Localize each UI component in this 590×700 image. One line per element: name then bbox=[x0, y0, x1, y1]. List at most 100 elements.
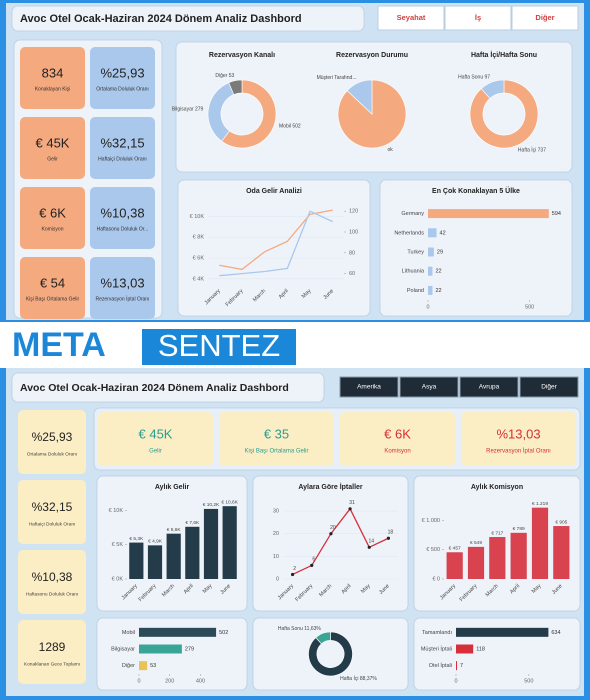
y-tick-label: € 500 bbox=[426, 547, 440, 553]
logo-badge-text: SENTEZ bbox=[158, 328, 280, 363]
slice-label: Hafta İçi 737 bbox=[518, 147, 546, 154]
x-tick-label: May bbox=[360, 583, 372, 595]
slice-category: Hafta Sonu bbox=[458, 75, 483, 81]
x-tick-label: 0 bbox=[426, 304, 429, 310]
data-label: 18 bbox=[388, 530, 394, 536]
kpi-label: Haftasonu Doluluk Or... bbox=[97, 226, 149, 232]
bar bbox=[456, 661, 458, 671]
pie-slice bbox=[480, 79, 505, 99]
y-tick-label: € 8K bbox=[193, 235, 205, 241]
slice-label: Diğer 53 bbox=[215, 73, 234, 79]
filter-label: Seyahat bbox=[397, 13, 426, 22]
kpi-value: %10,38 bbox=[32, 570, 73, 584]
data-label: 634 bbox=[551, 630, 560, 636]
filter-button[interactable] bbox=[459, 376, 519, 398]
kpi-label: Haftasonu Doluluk Oranı bbox=[26, 591, 79, 597]
data-label: € 717 bbox=[491, 530, 503, 536]
kpi-card bbox=[90, 257, 155, 319]
kpi-label: Ortalama Doluluk Oranı bbox=[96, 86, 149, 92]
line-series bbox=[292, 507, 389, 576]
bar bbox=[147, 545, 163, 579]
kpi-label: Kişi Başı Ortalama Gelir bbox=[244, 449, 308, 455]
kpi-card bbox=[20, 117, 85, 179]
slice-category: ok bbox=[387, 147, 393, 153]
filter-button[interactable] bbox=[339, 376, 399, 398]
filter-label: Diğer bbox=[541, 384, 557, 391]
filter-button[interactable] bbox=[444, 5, 512, 31]
y2-tick-label: 60 bbox=[349, 271, 355, 277]
panel bbox=[11, 5, 365, 32]
line-marker bbox=[310, 563, 314, 568]
y2-tick-label: 100 bbox=[349, 229, 358, 235]
slice-value: 97 bbox=[485, 75, 491, 81]
pie-slice bbox=[469, 79, 539, 149]
kpi-card bbox=[90, 117, 155, 179]
kpi-label: Gelir bbox=[149, 449, 162, 455]
slice-label: Mobil 502 bbox=[279, 124, 301, 130]
slice-category: Bilgisayar bbox=[172, 107, 194, 113]
data-label: € 10,2K bbox=[203, 502, 220, 508]
data-label: € 4,9K bbox=[148, 539, 163, 545]
y-tick-label: € 1.000 bbox=[422, 518, 440, 524]
bar bbox=[428, 247, 434, 257]
bar bbox=[139, 644, 182, 654]
slice-value: 737 bbox=[538, 148, 547, 154]
data-label: 7 bbox=[460, 663, 463, 669]
bar bbox=[222, 506, 237, 579]
data-label: 29 bbox=[437, 249, 443, 255]
category-label: Otel İptali bbox=[429, 662, 452, 669]
category-label: Netherlands bbox=[394, 230, 424, 236]
data-label: € 10,6K bbox=[221, 499, 238, 505]
dashboard-title: Avoc Otel Ocak-Haziran 2024 Dönem Analiz… bbox=[20, 382, 289, 394]
data-label: 2 bbox=[293, 566, 296, 572]
kpi-label: Konaklanan Gece Toplamı bbox=[24, 661, 80, 667]
filter-button[interactable] bbox=[377, 5, 445, 31]
chart-title: Rezervasyon Kanalı bbox=[209, 52, 275, 59]
kpi-card bbox=[219, 412, 334, 466]
chart-title: Aylık Gelir bbox=[155, 484, 190, 491]
data-label: 502 bbox=[219, 630, 228, 636]
category-label: Turkey bbox=[407, 249, 424, 255]
filter-button[interactable] bbox=[511, 5, 579, 31]
kpi-value: € 54 bbox=[40, 275, 65, 290]
bar bbox=[166, 533, 181, 579]
data-label: 594 bbox=[552, 211, 561, 217]
slice-label: ok bbox=[387, 147, 393, 153]
data-label: 118 bbox=[476, 646, 485, 652]
x-tick-label: May bbox=[531, 583, 543, 595]
line-marker bbox=[386, 536, 391, 540]
kpi-label: Konaklayan Kişi bbox=[35, 86, 71, 92]
bar bbox=[531, 507, 549, 579]
chart-title: En Çok Konaklayan 5 Ülke bbox=[432, 186, 520, 195]
kpi-value: € 6K bbox=[384, 426, 411, 441]
data-label: 20 bbox=[330, 525, 336, 531]
y-tick-label: € 4K bbox=[193, 276, 205, 282]
category-label: Bilgisayar bbox=[111, 646, 135, 652]
kpi-label: Komisyon bbox=[384, 449, 410, 455]
slice-value: 279 bbox=[195, 107, 204, 113]
data-label: € 905 bbox=[555, 519, 567, 525]
category-label: Diğer bbox=[122, 663, 135, 669]
chart-title: Hafta İçi/Hafta Sonu bbox=[471, 51, 537, 59]
chart-title: Oda Gelir Analizi bbox=[246, 188, 302, 195]
data-label: 6 bbox=[312, 557, 315, 563]
bar bbox=[139, 627, 217, 637]
line-marker bbox=[348, 507, 352, 511]
logo-text: META bbox=[12, 326, 106, 364]
bar bbox=[456, 644, 474, 654]
filter-button[interactable] bbox=[519, 376, 579, 398]
x-tick-label: May bbox=[301, 288, 313, 300]
data-label: € 7,6K bbox=[185, 520, 200, 526]
panel bbox=[379, 179, 573, 317]
panel bbox=[93, 407, 581, 471]
bar bbox=[446, 552, 463, 579]
data-label: 31 bbox=[349, 500, 355, 506]
slice-value: 11,63% bbox=[304, 626, 321, 632]
kpi-card bbox=[18, 550, 86, 614]
y-tick-label: 10 bbox=[273, 554, 279, 560]
filter-button[interactable] bbox=[399, 376, 459, 398]
line-marker bbox=[367, 545, 371, 549]
slice-label: Bilgisayar 279 bbox=[172, 107, 204, 113]
kpi-card bbox=[90, 187, 155, 249]
